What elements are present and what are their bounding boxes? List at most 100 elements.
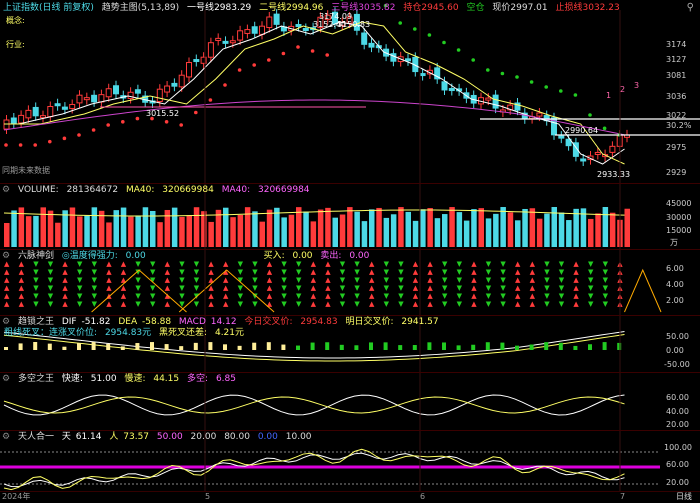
candle-body — [295, 24, 302, 28]
liumai-arrow: ▼ — [442, 292, 448, 300]
indicator-name[interactable]: 趋势主图 — [101, 3, 138, 13]
duokong-label[interactable]: 多空之王 — [17, 374, 54, 384]
volume-label[interactable]: VOLUME — [17, 185, 56, 195]
liumai-arrow: ▼ — [33, 268, 39, 276]
macd-bar — [456, 345, 461, 350]
liumai-arrow: ▲ — [4, 268, 10, 276]
gear-icon[interactable]: ⚙ — [2, 317, 11, 327]
volume-bar — [69, 207, 76, 247]
liumai-arrow: ▼ — [559, 276, 565, 284]
volume-bar — [244, 207, 251, 247]
liumai-arrow: ▼ — [500, 268, 506, 276]
volume-bar — [478, 208, 484, 247]
liumai-arrow: ▲ — [515, 284, 521, 292]
liumai-arrow: ▲ — [62, 260, 68, 268]
liumai-arrow: ▲ — [62, 292, 68, 300]
candle-body — [113, 85, 119, 95]
liumai-arrow: ▼ — [500, 292, 506, 300]
liumai-arrow: ▼ — [544, 268, 550, 276]
volume-bar — [471, 209, 477, 247]
liumai-arrow: ▲ — [4, 300, 10, 308]
liumai-arrow: ▲ — [62, 300, 68, 308]
liumai-arrow: ▲ — [121, 260, 127, 268]
search-icon[interactable]: ⚲ — [686, 2, 694, 13]
period-switch[interactable]: 日线 — [676, 492, 692, 501]
signal-dot — [223, 83, 227, 87]
volume-bar — [193, 207, 200, 247]
duokong-header: ⚙ 多空之王 快速: 51.00 慢速: 44.15 多空: 6.85 — [2, 374, 236, 384]
macd-bar — [471, 344, 476, 350]
liumai-label[interactable]: 六脉神剑 — [17, 251, 54, 261]
signal-dot — [296, 45, 300, 49]
liumai-arrow: ▲ — [573, 260, 579, 268]
trend-label[interactable]: 趋锁之王 — [17, 317, 54, 327]
liumai-arrow: ▼ — [238, 300, 244, 308]
liumai-arrow: ▲ — [530, 292, 536, 300]
candle-body — [492, 94, 499, 109]
signal-dot — [340, 0, 344, 1]
liumai-arrow: ▼ — [486, 284, 492, 292]
liumai-arrow: ▼ — [559, 300, 565, 308]
liumai-arrow: ▲ — [223, 292, 229, 300]
xaxis-tick: 5 — [205, 492, 211, 501]
volume-bar — [201, 211, 207, 247]
macd-bar — [223, 344, 227, 350]
dk-tick: 60.00 — [666, 393, 689, 402]
gear-icon[interactable]: ⚙ — [2, 374, 11, 384]
tianren-label[interactable]: 天人合一 — [17, 432, 54, 442]
liumai-arrow: ▼ — [603, 268, 609, 276]
dk-tick: 20.00 — [666, 420, 689, 429]
macd-bar — [237, 345, 242, 350]
liumai-arrow: ▼ — [398, 292, 404, 300]
panel-divider — [0, 183, 700, 184]
volume-bar — [77, 216, 83, 247]
candle-body — [186, 62, 192, 78]
price-tick: 3022 — [666, 111, 687, 120]
liumai-arrow: ▼ — [544, 276, 550, 284]
liumai-arrow: ▼ — [442, 260, 448, 268]
state2-label: 空仓 — [466, 3, 485, 13]
volume-bar — [230, 217, 236, 247]
period[interactable]: (日线 前复权) — [39, 3, 94, 13]
level-c: 80.00 — [224, 432, 250, 442]
liumai-arrow: ▲ — [413, 260, 419, 268]
liumai-arrow: ▼ — [281, 284, 287, 292]
liumai-arrow: ▼ — [544, 300, 550, 308]
gear-icon[interactable]: ⚙ — [2, 251, 11, 261]
slow-value: 44.15 — [153, 374, 180, 384]
liumai-arrow: ▼ — [281, 300, 287, 308]
liumai-arrow: ▼ — [33, 300, 39, 308]
fast-label: 快速 — [61, 374, 80, 384]
candle-body — [426, 69, 433, 75]
gear-icon[interactable]: ⚙ — [2, 185, 11, 195]
stock-name[interactable]: 上证指数 — [3, 3, 40, 13]
liumai-arrow: ▲ — [413, 276, 419, 284]
liumai-arrow: ▲ — [4, 276, 10, 284]
volume-bar — [442, 214, 448, 247]
candle-body — [259, 25, 265, 35]
macd-bar — [442, 342, 446, 350]
macd-bar — [4, 347, 8, 350]
liumai-arrow: ▼ — [33, 284, 39, 292]
gear-icon[interactable]: ⚙ — [2, 432, 11, 442]
liumai-option[interactable]: ◎温度得强力 — [61, 251, 115, 261]
liumai-arrow: ▼ — [150, 284, 156, 292]
volume-ma2-value: 320669984 — [258, 185, 310, 195]
signal-dot — [602, 126, 607, 131]
liumai-arrow: ▼ — [588, 292, 594, 300]
liumai-arrow: ▼ — [48, 292, 54, 300]
liumai-arrow: ▲ — [106, 300, 112, 308]
future-data-note: 同期未来数据 — [2, 166, 50, 175]
signal-dot — [267, 58, 271, 62]
volume-bar — [361, 221, 368, 247]
volume-bar — [120, 207, 127, 247]
candle-body — [54, 103, 61, 107]
liumai-arrow: ▼ — [296, 268, 302, 276]
liumai-arrow: ▼ — [588, 300, 594, 308]
liumai-arrow: ▲ — [208, 260, 214, 268]
liumai-arrow: ▼ — [559, 260, 565, 268]
diff-value: 6.85 — [215, 374, 236, 384]
candle-body — [69, 103, 76, 109]
signal-dot — [471, 58, 476, 62]
candle-body — [441, 81, 448, 91]
